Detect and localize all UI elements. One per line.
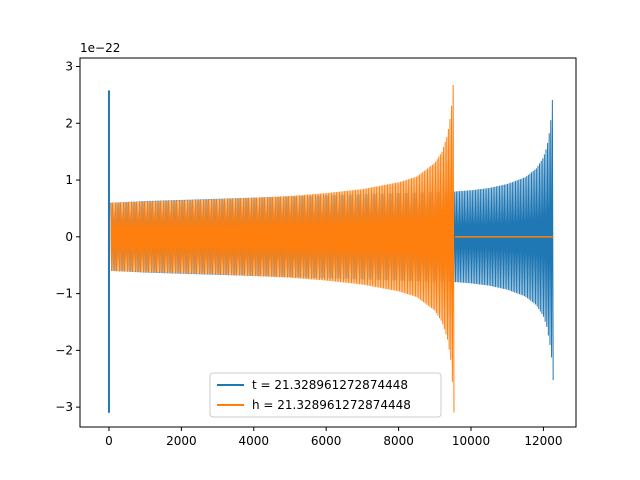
x-tick-label: 12000 [524, 434, 562, 448]
x-axis-ticks: 0 2000 4000 6000 8000 10000 12000 [105, 427, 563, 448]
x-tick-label: 10000 [452, 434, 490, 448]
y-offset-label: 1e−22 [80, 41, 120, 55]
legend-label: h = 21.328961272874448 [252, 398, 411, 412]
y-tick-label: 1 [65, 173, 73, 187]
y-tick-label: 0 [65, 230, 73, 244]
x-tick-label: 0 [105, 434, 113, 448]
legend-label: t = 21.328961272874448 [252, 378, 408, 392]
y-tick-label: 2 [65, 116, 73, 130]
y-tick-label: −1 [55, 287, 73, 301]
y-tick-label: −3 [55, 400, 73, 414]
x-tick-label: 2000 [166, 434, 197, 448]
y-tick-label: 3 [65, 60, 73, 74]
legend: t = 21.328961272874448 h = 21.32896127287… [209, 372, 442, 418]
legend-box [209, 372, 442, 418]
x-tick-label: 6000 [311, 434, 342, 448]
y-axis-ticks: −3 −2 −1 0 1 2 3 [55, 60, 80, 414]
series-h-waveform [110, 85, 455, 413]
x-tick-label: 8000 [383, 434, 414, 448]
x-tick-label: 4000 [239, 434, 270, 448]
axes-frame [79, 57, 577, 428]
series-layer [107, 85, 554, 413]
y-tick-label: −2 [55, 343, 73, 357]
